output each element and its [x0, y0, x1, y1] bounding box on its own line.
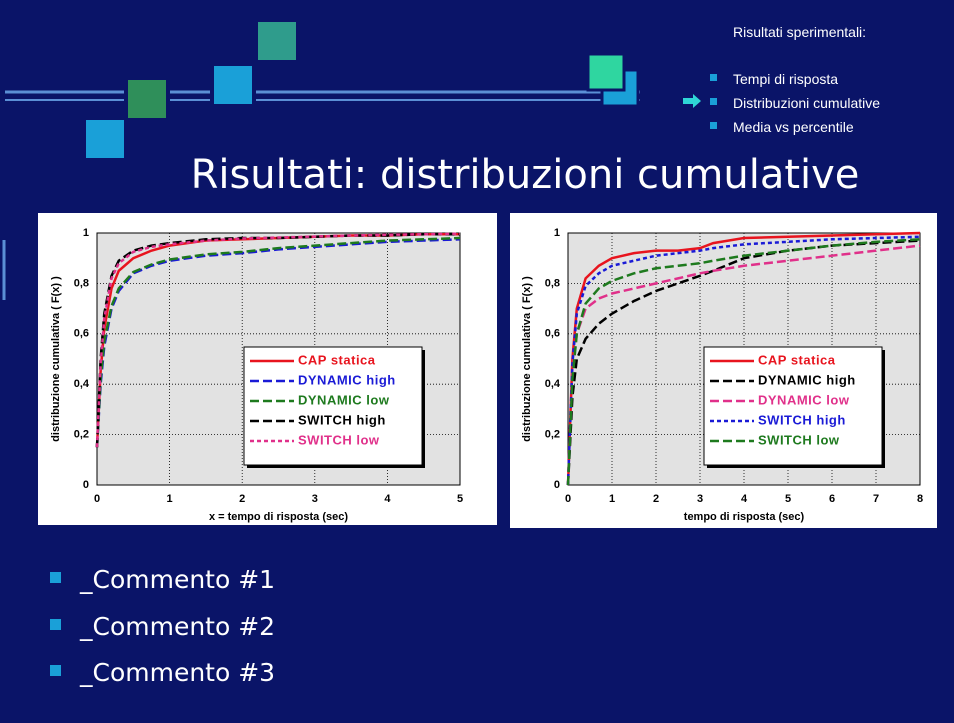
bullet-text: _Commento #1	[79, 565, 275, 594]
x-tick-label: 2	[653, 493, 659, 505]
bullet-text: _Commento #2	[79, 612, 275, 641]
y-tick-label: 0,6	[545, 328, 560, 340]
x-tick-label: 6	[829, 493, 835, 505]
y-tick-label: 0,2	[545, 429, 560, 441]
x-axis-label: tempo di risposta (sec)	[684, 511, 805, 523]
y-axis-label: distribuzione cumulativa ( F(x) )	[50, 276, 62, 442]
y-tick-label: 0,2	[74, 429, 89, 441]
x-axis-label: x = tempo di risposta (sec)	[209, 511, 348, 523]
x-tick-label: 7	[873, 493, 879, 505]
nav-item[interactable]: Tempi di risposta	[733, 71, 838, 87]
legend-label: DYNAMIC low	[298, 392, 390, 407]
y-axis-label: distribuzione cumulativa ( F(x) )	[521, 276, 533, 442]
x-tick-label: 3	[697, 493, 703, 505]
legend-label: SWITCH low	[298, 432, 380, 447]
bullet	[50, 665, 61, 676]
x-tick-label: 5	[457, 493, 463, 505]
x-tick-label: 8	[917, 493, 923, 505]
nav-bullet	[710, 122, 717, 129]
x-tick-label: 5	[785, 493, 791, 505]
bullet	[50, 572, 61, 583]
bullet	[50, 619, 61, 630]
slide: Risultati sperimentali: Tempi di rispost…	[0, 0, 954, 723]
legend-label: CAP statica	[758, 352, 836, 367]
legend-label: DYNAMIC low	[758, 392, 850, 407]
bullet-text: _Commento #3	[79, 658, 275, 687]
nav-item[interactable]: Media vs percentile	[733, 119, 854, 135]
y-tick-label: 0,8	[74, 277, 89, 289]
nav-bullet	[710, 98, 717, 105]
x-tick-label: 0	[565, 493, 571, 505]
chart: 0 0,2 0,4 0,6 0,8 1 0 1 2 3 4 5 x = tempo di rispost…	[38, 213, 497, 525]
x-tick-label: 3	[312, 493, 318, 505]
x-tick-label: 1	[167, 493, 173, 505]
y-tick-label: 0,4	[545, 378, 561, 390]
section-label: Risultati sperimentali:	[733, 24, 866, 40]
legend-label: SWITCH high	[758, 412, 846, 427]
x-tick-label: 2	[239, 493, 245, 505]
x-tick-label: 1	[609, 493, 615, 505]
legend-label: CAP statica	[298, 352, 376, 367]
chart: 0 0,2 0,4 0,6 0,8 1 0 1 2 3 4 5 6 7 8 tempo di risposta…	[510, 213, 937, 528]
legend-label: SWITCH low	[758, 432, 840, 447]
y-tick-label: 0	[554, 479, 560, 491]
nav-item[interactable]: Distribuzioni cumulative	[733, 95, 880, 111]
y-tick-label: 0	[83, 479, 89, 491]
y-tick-label: 0,6	[74, 328, 89, 340]
nav-bullet	[710, 74, 717, 81]
slide-title: Risultati: distribuzioni cumulative	[191, 152, 860, 198]
legend-label: DYNAMIC high	[298, 372, 396, 387]
y-tick-label: 1	[83, 227, 89, 239]
y-tick-label: 0,4	[74, 378, 90, 390]
x-tick-label: 4	[384, 493, 391, 505]
legend-label: DYNAMIC high	[758, 372, 856, 387]
legend-label: SWITCH high	[298, 412, 386, 427]
x-tick-label: 4	[741, 493, 748, 505]
y-tick-label: 1	[554, 227, 560, 239]
x-tick-label: 0	[94, 493, 100, 505]
y-tick-label: 0,8	[545, 277, 560, 289]
